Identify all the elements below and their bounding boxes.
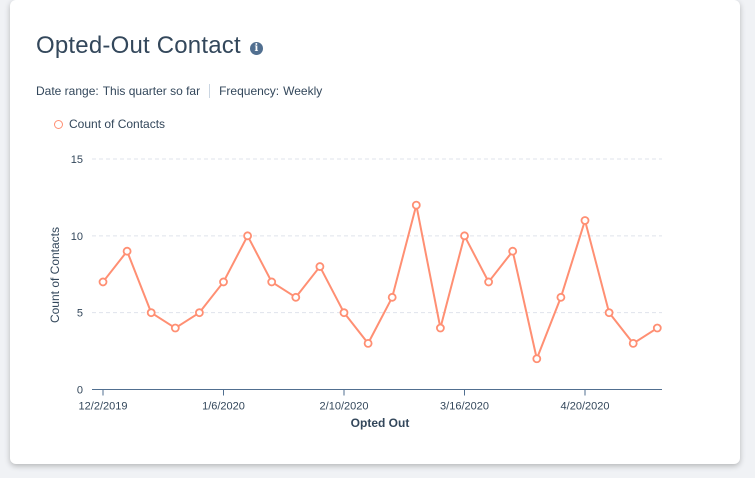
data-point[interactable]	[267, 277, 277, 287]
data-point[interactable]	[387, 292, 397, 302]
data-point[interactable]	[291, 292, 301, 302]
data-point[interactable]	[170, 323, 180, 333]
data-point[interactable]	[604, 308, 614, 318]
data-point[interactable]	[460, 231, 469, 241]
frequency-label: Frequency:	[219, 84, 280, 98]
data-point[interactable]	[508, 246, 518, 256]
filter-bar: Date range: This quarter so far Frequenc…	[36, 84, 322, 98]
data-point[interactable]	[363, 338, 373, 348]
y-tick-label: 10	[71, 231, 83, 243]
x-tick-label: 1/6/2020	[202, 401, 245, 413]
data-point[interactable]	[580, 216, 590, 225]
report-title: Opted-Out Contact	[36, 32, 241, 59]
y-tick-label: 0	[77, 385, 83, 397]
x-axis: 12/2/2019 1/6/2020 2/10/2020 3/16/2020 4/20/…	[79, 389, 662, 413]
x-tick-label: 12/2/2019	[79, 401, 128, 413]
chart-series	[98, 200, 662, 364]
report-card: Opted-Out Contact i Date range: This qua…	[10, 0, 740, 464]
chart-grid	[92, 158, 662, 314]
y-tick-label: 15	[71, 154, 83, 166]
data-point[interactable]	[146, 308, 156, 318]
y-axis-ticks: 0 5 10 15	[71, 154, 83, 397]
data-point[interactable]	[628, 338, 638, 348]
x-tick-label: 3/16/2020	[440, 401, 489, 413]
data-point[interactable]	[315, 262, 325, 271]
date-range-label: Date range:	[36, 84, 99, 98]
data-point[interactable]	[219, 277, 228, 287]
filter-divider	[209, 84, 211, 98]
data-point[interactable]	[243, 231, 253, 241]
data-point[interactable]	[194, 308, 204, 318]
date-range-value[interactable]: This quarter so far	[102, 84, 201, 98]
x-tick-label: 4/20/2020	[561, 401, 610, 413]
data-point[interactable]	[98, 277, 108, 287]
x-tick-label: 2/10/2020	[320, 401, 369, 413]
data-point[interactable]	[122, 246, 132, 256]
data-point[interactable]	[532, 354, 542, 364]
legend-label: Count of Contacts	[69, 117, 166, 131]
frequency-value[interactable]: Weekly	[283, 84, 323, 98]
x-axis-title: Opted Out	[351, 416, 410, 430]
series-line	[102, 204, 658, 360]
data-point[interactable]	[411, 200, 421, 210]
title-row: Opted-Out Contact i	[36, 32, 263, 60]
y-axis-title: Count of Contacts	[48, 227, 62, 323]
data-point[interactable]	[339, 308, 349, 318]
legend-marker	[54, 119, 63, 129]
info-icon[interactable]: i	[249, 41, 263, 55]
data-point[interactable]	[556, 292, 566, 302]
chart-legend[interactable]: Count of Contacts	[54, 117, 165, 131]
y-tick-label: 5	[77, 308, 83, 320]
data-point[interactable]	[652, 323, 662, 333]
data-point[interactable]	[484, 277, 494, 287]
data-point[interactable]	[435, 323, 445, 333]
